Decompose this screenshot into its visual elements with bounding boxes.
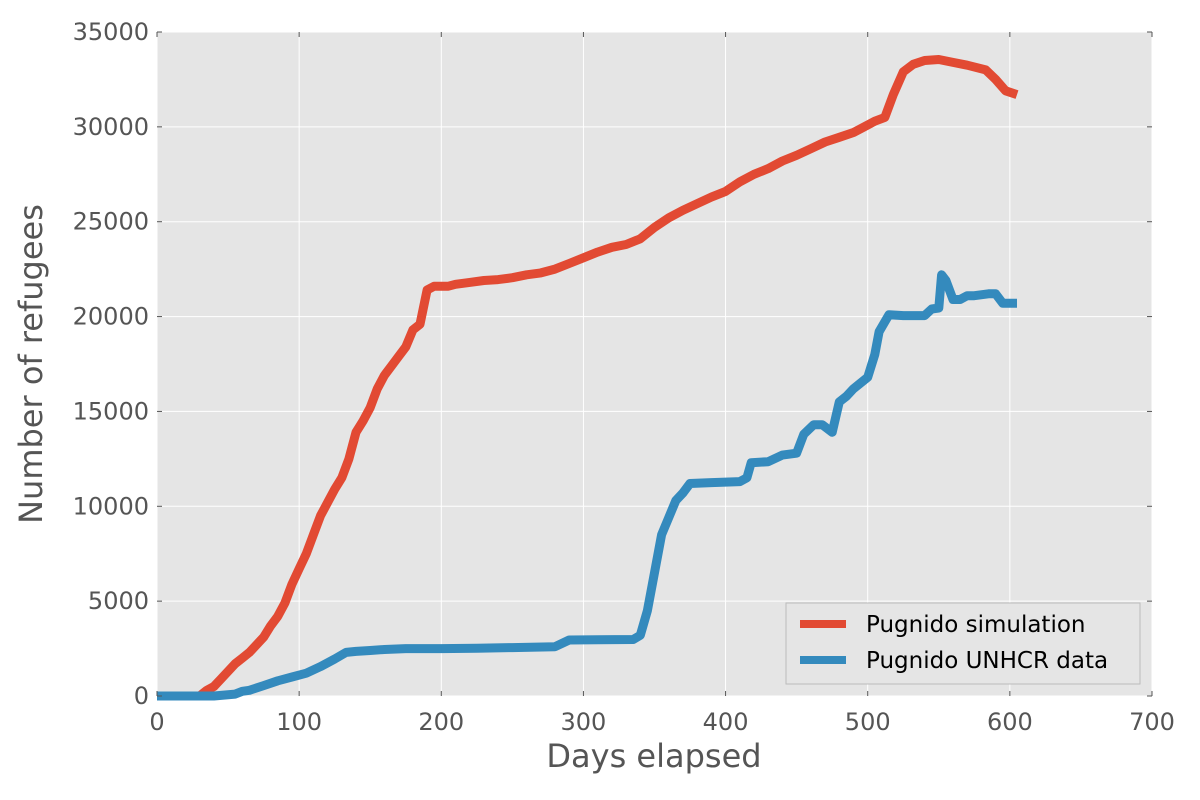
x-tick-label: 500 [845, 708, 891, 736]
x-tick-label: 700 [1129, 708, 1175, 736]
y-tick-label: 0 [134, 682, 149, 710]
unhcr-data-line [157, 270, 1017, 701]
y-tick-label: 30000 [73, 113, 149, 141]
y-tick-label: 10000 [73, 492, 149, 520]
tick-labels: 0 100 200 300 400 500 600 700 0 5000 10000 15000 200… [73, 18, 1175, 736]
y-tick-label: 5000 [88, 587, 149, 615]
simulation-line [157, 55, 1019, 701]
x-tick-label: 0 [149, 708, 164, 736]
y-tick-label: 25000 [73, 208, 149, 236]
x-tick-label: 600 [987, 708, 1033, 736]
x-tick-label: 400 [703, 708, 749, 736]
y-axis-title: Number of refugees [12, 204, 50, 524]
y-tick-label: 15000 [73, 397, 149, 425]
legend: Pugnido simulation Pugnido UNHCR data [785, 602, 1141, 685]
grid-lines [156, 31, 1153, 697]
x-tick-label: 300 [561, 708, 607, 736]
y-tick-label: 20000 [73, 303, 149, 331]
y-tick-label: 35000 [73, 18, 149, 46]
legend-label-unhcr: Pugnido UNHCR data [866, 648, 1108, 674]
axis-ticks [156, 31, 1153, 697]
series-layer [157, 55, 1019, 701]
legend-box [785, 602, 1141, 685]
legend-label-simulation: Pugnido simulation [866, 612, 1086, 638]
x-axis-title: Days elapsed [546, 737, 761, 775]
x-tick-label: 100 [276, 708, 322, 736]
x-tick-label: 200 [418, 708, 464, 736]
